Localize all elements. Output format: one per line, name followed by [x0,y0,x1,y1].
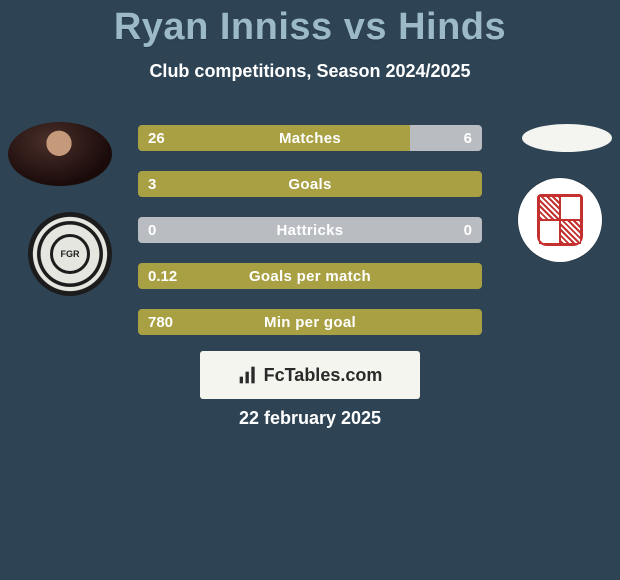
club-a-crest: FGR [28,212,112,296]
stat-value-a: 780 [138,309,482,335]
subtitle: Club competitions, Season 2024/2025 [0,61,620,82]
player-a-name: Ryan Inniss [114,6,333,48]
snapshot-date: 22 february 2025 [0,408,620,429]
player-a-photo [8,122,112,186]
player-b-name: Hinds [398,6,506,48]
stat-row: 00Hattricks [138,217,482,243]
stat-value-a: 3 [138,171,482,197]
club-b-crest [518,178,602,262]
player-b-photo [522,124,612,152]
stat-value-a: 0 [138,217,482,243]
stat-value-b: 6 [410,125,482,151]
branding-badge: FcTables.com [200,351,420,399]
shield-icon [537,194,583,246]
stat-value-b: 0 [464,217,472,243]
stat-row: 266Matches [138,125,482,151]
page-title: Ryan Inniss vs Hinds [0,0,620,49]
stat-value-a: 0.12 [138,263,482,289]
vs-separator: vs [344,6,387,48]
stats-bars: 266Matches 3Goals 00Hattricks 0.12Goals per… [138,125,482,355]
branding-text: FcTables.com [264,365,383,386]
stat-row: 3Goals [138,171,482,197]
bar-chart-icon [238,365,258,385]
stat-row: 780Min per goal [138,309,482,335]
stat-row: 0.12Goals per match [138,263,482,289]
stat-value-a: 26 [138,125,410,151]
club-a-abbr: FGR [50,234,90,274]
comparison-card: Ryan Inniss vs Hinds Club competitions, … [0,0,620,580]
